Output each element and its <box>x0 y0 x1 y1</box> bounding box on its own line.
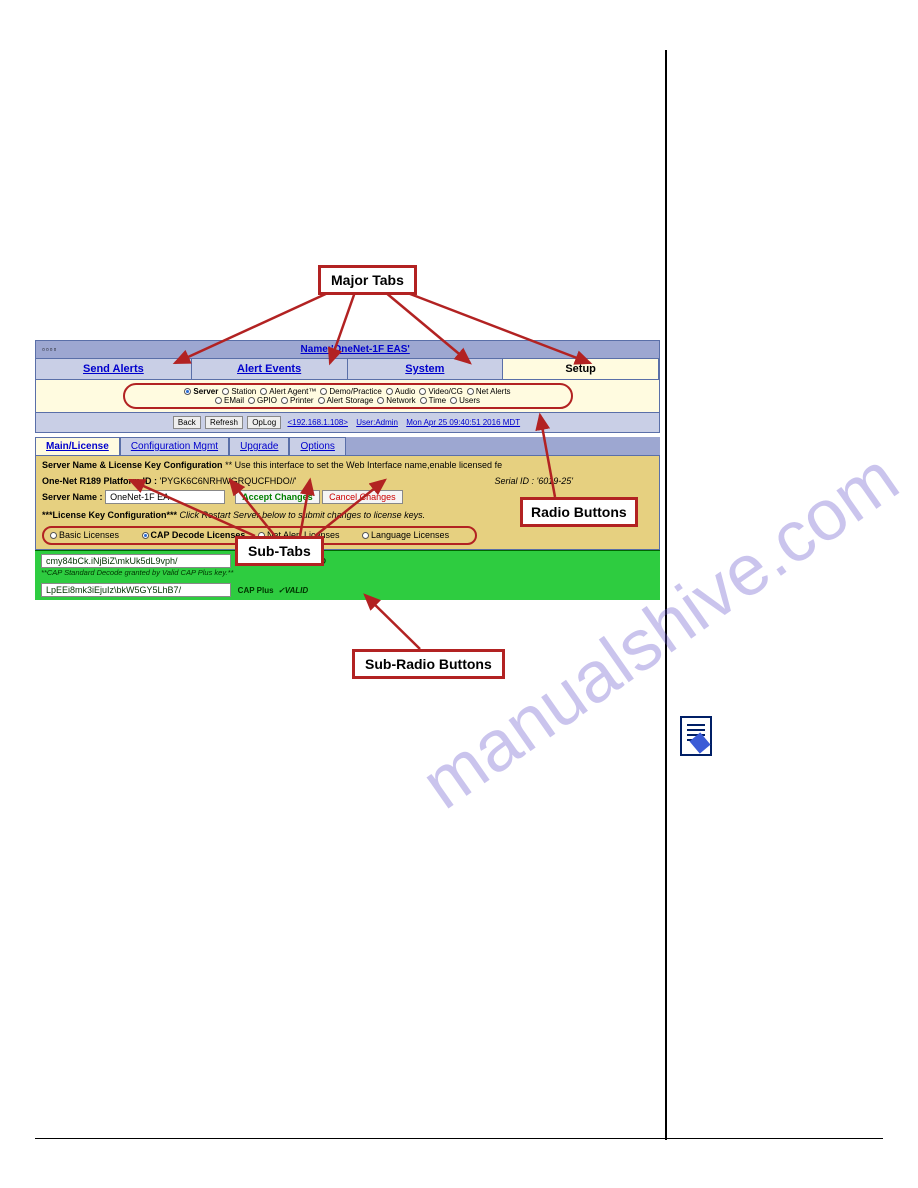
callout-sub-tabs: Sub-Tabs <box>235 536 324 566</box>
license-row-1: cmy84bCk.iNjBiZ\mkUk5dL9vph/ CAP Standar… <box>35 550 660 580</box>
radio-audio[interactable]: Audio <box>386 387 415 396</box>
ip-link[interactable]: <192.168.1.108> <box>287 418 348 427</box>
radio-alert-storage[interactable]: Alert Storage <box>318 396 374 405</box>
license-key-2[interactable]: LpEEi8mk3iEjuIz\bkW5GY5LhB7/ <box>41 583 231 597</box>
footer-line <box>35 1138 883 1139</box>
tab-alert-events[interactable]: Alert Events <box>192 359 348 379</box>
license-cap[interactable]: CAP Decode Licenses <box>142 530 246 540</box>
license-heading: ***License Key Configuration*** <box>42 510 177 520</box>
major-tabs-row: Send Alerts Alert Events System Setup <box>35 359 660 380</box>
platform-label: One-Net R189 Platform ID : <box>42 476 157 486</box>
callout-radio-buttons: Radio Buttons <box>520 497 638 527</box>
window-controls-icon: ▫▫▫▫ <box>42 345 57 354</box>
license-row-2: LpEEi8mk3iEjuIz\bkW5GY5LhB7/ CAP Plus ✓V… <box>35 580 660 600</box>
back-button[interactable]: Back <box>173 416 201 429</box>
license-note-1: **CAP Standard Decode granted by Valid C… <box>41 568 233 577</box>
tab-setup[interactable]: Setup <box>503 359 659 379</box>
tab-send-alerts[interactable]: Send Alerts <box>36 359 192 379</box>
license-key-1[interactable]: cmy84bCk.iNjBiZ\mkUk5dL9vph/ <box>41 554 231 568</box>
radio-panel: Server Station Alert Agent™ Demo/Practic… <box>35 380 660 413</box>
subtab-upgrade[interactable]: Upgrade <box>229 437 289 455</box>
config-desc: ** Use this interface to set the Web Int… <box>225 460 502 470</box>
callout-sub-radio-buttons: Sub-Radio Buttons <box>352 649 505 679</box>
license-label-2: CAP Plus <box>238 586 274 595</box>
timestamp-link[interactable]: Mon Apr 25 09:40:51 2016 MDT <box>406 418 520 427</box>
accept-button[interactable]: Accept Changes <box>235 490 320 504</box>
user-link[interactable]: User:Admin <box>356 418 398 427</box>
callout-major-tabs: Major Tabs <box>318 265 417 295</box>
config-title: Server Name & License Key Configuration <box>42 460 223 470</box>
license-desc: Click Restart Server below to submit cha… <box>180 510 426 520</box>
radio-ring: Server Station Alert Agent™ Demo/Practic… <box>123 383 573 409</box>
serial-id: Serial ID : '6019-25' <box>495 476 573 486</box>
radio-time[interactable]: Time <box>420 396 446 405</box>
radio-email[interactable]: EMail <box>215 396 244 405</box>
server-name-label: Server Name : <box>42 492 103 502</box>
radio-gpio[interactable]: GPIO <box>248 396 277 405</box>
radio-network[interactable]: Network <box>377 396 415 405</box>
screenshot-panel: ▫▫▫▫ Name:'OneNet-1F EAS' Send Alerts Al… <box>35 340 660 600</box>
platform-id: 'PYGK6C6NRHWGRQUCFHDO//' <box>160 476 297 486</box>
radio-printer[interactable]: Printer <box>281 396 314 405</box>
subtab-main-license[interactable]: Main/License <box>35 437 120 455</box>
radio-demo[interactable]: Demo/Practice <box>320 387 381 396</box>
radio-station[interactable]: Station <box>222 387 256 396</box>
radio-net-alerts[interactable]: Net Alerts <box>467 387 511 396</box>
status-bar: Back Refresh OpLog <192.168.1.108> User:… <box>35 413 660 433</box>
license-valid-2: ✓VALID <box>278 586 308 595</box>
cancel-button[interactable]: Cancel Changes <box>322 490 403 504</box>
subtab-config-mgmt[interactable]: Configuration Mgmt <box>120 437 229 455</box>
server-name-input[interactable]: OneNet-1F EA <box>105 490 225 504</box>
window-header: ▫▫▫▫ Name:'OneNet-1F EAS' <box>35 340 660 359</box>
subtabs-row: Main/License Configuration Mgmt Upgrade … <box>35 437 660 455</box>
refresh-button[interactable]: Refresh <box>205 416 243 429</box>
device-name-link[interactable]: Name:'OneNet-1F EAS' <box>301 344 410 355</box>
license-basic[interactable]: Basic Licenses <box>50 530 129 540</box>
vertical-divider <box>665 50 667 1140</box>
radio-alert-agent[interactable]: Alert Agent™ <box>260 387 316 396</box>
subtab-options[interactable]: Options <box>289 437 345 455</box>
tab-system[interactable]: System <box>348 359 504 379</box>
oplog-button[interactable]: OpLog <box>247 416 281 429</box>
radio-video[interactable]: Video/CG <box>419 387 463 396</box>
radio-server[interactable]: Server <box>184 387 218 396</box>
radio-users[interactable]: Users <box>450 396 480 405</box>
license-lang[interactable]: Language Licenses <box>362 530 459 540</box>
note-icon <box>680 716 712 756</box>
